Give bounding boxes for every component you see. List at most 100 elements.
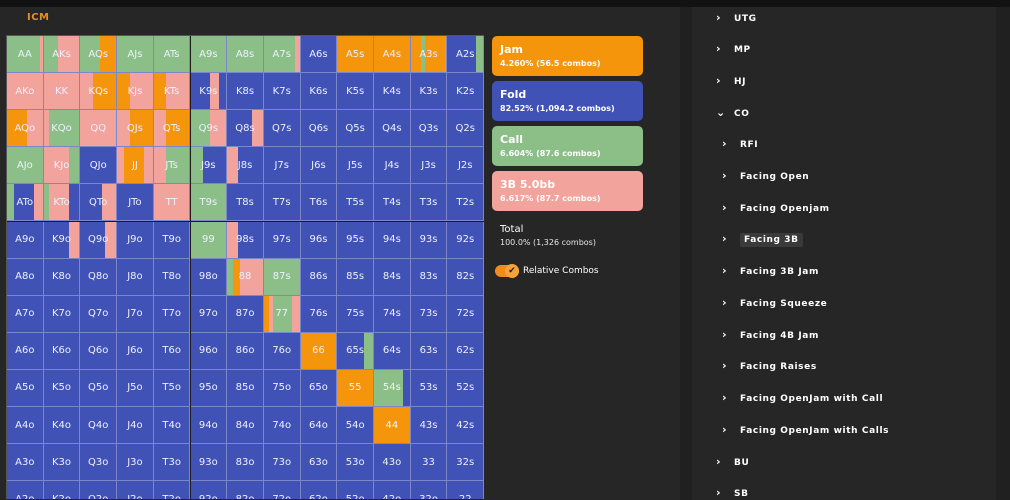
hand-cell[interactable]: 93o xyxy=(190,444,228,482)
hand-cell[interactable]: 87s xyxy=(263,258,301,296)
hand-cell[interactable]: Q5o xyxy=(80,369,118,407)
hand-cell[interactable]: K2o xyxy=(43,481,81,499)
hand-cell[interactable]: 42o xyxy=(374,481,411,499)
hand-cell[interactable]: 63o xyxy=(300,444,338,482)
hand-cell[interactable]: QJs xyxy=(117,110,154,148)
hand-cell[interactable]: K3s xyxy=(410,73,448,111)
hand-cell[interactable]: A6o xyxy=(7,332,44,370)
tree-item-facing-3b[interactable]: › Facing 3B xyxy=(722,232,803,247)
hand-cell[interactable]: 92s xyxy=(447,221,484,259)
call-action-card[interactable]: Call 6.604% (87.6 combos) xyxy=(492,126,643,166)
hand-cell[interactable]: A5o xyxy=(7,369,44,407)
hand-cell[interactable]: 82s xyxy=(447,258,484,296)
tree-item-utg[interactable]: › UTG xyxy=(716,11,757,24)
hand-cell[interactable]: 85s xyxy=(337,258,374,296)
tree-item-facing-3b-jam[interactable]: › Facing 3B Jam xyxy=(722,264,819,277)
hand-cell[interactable]: T7s xyxy=(263,184,301,222)
hand-cell[interactable]: 75o xyxy=(263,369,301,407)
hand-cell[interactable]: 94o xyxy=(190,407,228,445)
hand-cell[interactable]: 52s xyxy=(447,369,484,407)
hand-cell[interactable]: AKs xyxy=(43,36,81,74)
hand-cell[interactable]: T9s xyxy=(190,184,228,222)
hand-cell[interactable]: 33 xyxy=(410,444,448,482)
hand-cell[interactable]: QTs xyxy=(153,110,191,148)
hand-cell[interactable]: K7s xyxy=(263,73,301,111)
hand-cell[interactable]: AA xyxy=(7,36,44,74)
hand-cell[interactable]: 43s xyxy=(410,407,448,445)
hand-cell[interactable]: J9s xyxy=(190,147,228,185)
hand-cell[interactable]: Q6s xyxy=(300,110,338,148)
hand-cell[interactable]: 72o xyxy=(263,481,301,499)
hand-cell[interactable]: KJo xyxy=(43,147,81,185)
hand-cell[interactable]: T2s xyxy=(447,184,484,222)
hand-cell[interactable]: 86s xyxy=(300,258,338,296)
tree-item-co[interactable]: ⌄ CO xyxy=(716,106,749,119)
hand-cell[interactable]: J6o xyxy=(117,332,154,370)
hand-cell[interactable]: J7o xyxy=(117,295,154,333)
hand-cell[interactable]: 87o xyxy=(227,295,264,333)
hand-cell[interactable]: T6s xyxy=(300,184,338,222)
hand-cell[interactable]: Q8s xyxy=(227,110,264,148)
hand-cell[interactable]: T3s xyxy=(410,184,448,222)
jam-action-card[interactable]: Jam 4.260% (56.5 combos) xyxy=(492,36,643,76)
hand-cell[interactable]: A7s xyxy=(263,36,301,74)
hand-cell[interactable]: JJ xyxy=(117,147,154,185)
hand-cell[interactable]: 52o xyxy=(337,481,374,499)
hand-cell[interactable]: K9s xyxy=(190,73,228,111)
hand-cell[interactable]: KJs xyxy=(117,73,154,111)
hand-cell[interactable]: Q7s xyxy=(263,110,301,148)
hand-cell[interactable]: Q4o xyxy=(80,407,118,445)
hand-cell[interactable]: ATs xyxy=(153,36,191,74)
hand-cell[interactable]: 53o xyxy=(337,444,374,482)
tree-item-facing-openjam[interactable]: › Facing Openjam xyxy=(722,201,830,214)
hand-cell[interactable]: 97o xyxy=(190,295,228,333)
hand-cell[interactable]: 95s xyxy=(337,221,374,259)
hand-cell[interactable]: Q3s xyxy=(410,110,448,148)
hand-cell[interactable]: 76s xyxy=(300,295,338,333)
hand-cell[interactable]: A4o xyxy=(7,407,44,445)
hand-cell[interactable]: K6s xyxy=(300,73,338,111)
hand-cell[interactable]: Q3o xyxy=(80,444,118,482)
hand-cell[interactable]: A8o xyxy=(7,258,44,296)
hand-cell[interactable]: 62s xyxy=(447,332,484,370)
hand-cell[interactable]: J5o xyxy=(117,369,154,407)
hand-cell[interactable]: J2o xyxy=(117,481,154,499)
hand-cell[interactable]: T4o xyxy=(153,407,191,445)
hand-cell[interactable]: J8o xyxy=(117,258,154,296)
hand-cell[interactable]: 98o xyxy=(190,258,228,296)
hand-cell[interactable]: KTo xyxy=(43,184,81,222)
tree-item-facing-squeeze[interactable]: › Facing Squeeze xyxy=(722,296,827,309)
hand-cell[interactable]: 85o xyxy=(227,369,264,407)
hand-cell[interactable]: 84s xyxy=(374,258,411,296)
hand-cell[interactable]: 73o xyxy=(263,444,301,482)
hand-cell[interactable]: A8s xyxy=(227,36,264,74)
hand-cell[interactable]: 74o xyxy=(263,407,301,445)
hand-cell[interactable]: K6o xyxy=(43,332,81,370)
fold-action-card[interactable]: Fold 82.52% (1,094.2 combos) xyxy=(492,81,643,121)
hand-cell[interactable]: T3o xyxy=(153,444,191,482)
hand-cell[interactable]: T9o xyxy=(153,221,191,259)
hand-cell[interactable]: K8o xyxy=(43,258,81,296)
hand-cell[interactable]: 63s xyxy=(410,332,448,370)
tree-item-rfi[interactable]: › RFI xyxy=(722,137,758,150)
hand-cell[interactable]: QQ xyxy=(80,110,118,148)
relative-combos-toggle[interactable]: ✔ xyxy=(495,264,519,278)
hand-cell[interactable]: J4s xyxy=(374,147,411,185)
hand-cell[interactable]: T2o xyxy=(153,481,191,499)
hand-cell[interactable]: K4s xyxy=(374,73,411,111)
hand-cell[interactable]: 65s xyxy=(337,332,374,370)
hand-cell[interactable]: Q4s xyxy=(374,110,411,148)
hand-cell[interactable]: QJo xyxy=(80,147,118,185)
hand-cell[interactable]: T7o xyxy=(153,295,191,333)
hand-cell[interactable]: A4s xyxy=(374,36,411,74)
hand-cell[interactable]: 86o xyxy=(227,332,264,370)
hand-cell[interactable]: 42s xyxy=(447,407,484,445)
hand-cell[interactable]: 66 xyxy=(300,332,338,370)
hand-cell[interactable]: 53s xyxy=(410,369,448,407)
hand-cell[interactable]: K4o xyxy=(43,407,81,445)
hand-cell[interactable]: 64s xyxy=(374,332,411,370)
hand-cell[interactable]: K7o xyxy=(43,295,81,333)
hand-cell[interactable]: J4o xyxy=(117,407,154,445)
hand-cell[interactable]: K5o xyxy=(43,369,81,407)
hand-cell[interactable]: J3o xyxy=(117,444,154,482)
